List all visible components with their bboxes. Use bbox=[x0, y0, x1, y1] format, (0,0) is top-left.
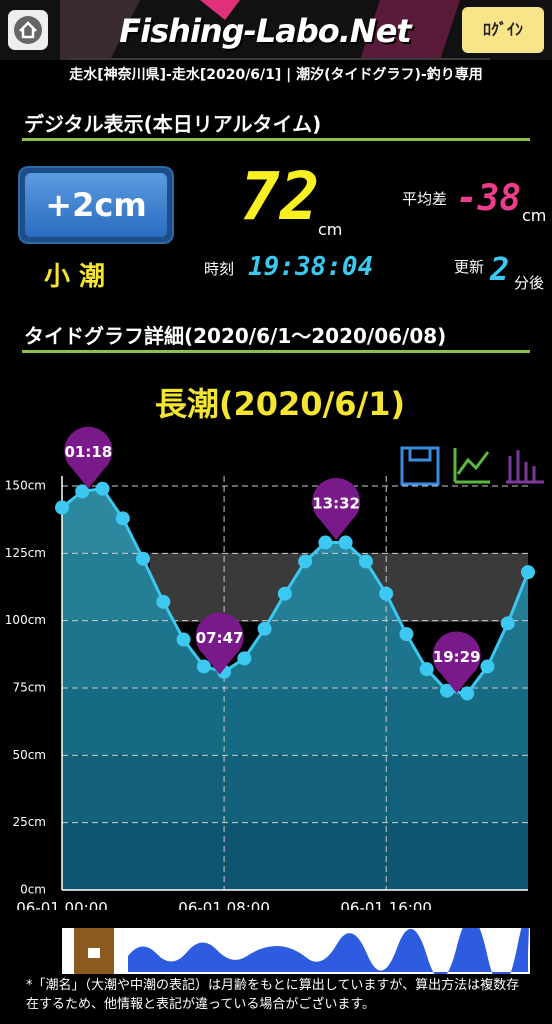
tide-pin-label: 19:29 bbox=[433, 648, 481, 666]
data-point bbox=[358, 554, 373, 569]
tide-chart: 長潮(2020/6/1) 0cm 25cm 50cm 75cm 100cm 125cm 15… bbox=[5, 385, 544, 910]
data-point bbox=[460, 686, 475, 701]
section-heading: タイドグラフ詳細(2020/6/1～2020/06/08) bbox=[24, 324, 447, 348]
y-tick-label: 25cm bbox=[12, 815, 46, 829]
x-tick-label: 06-01 08:00 bbox=[178, 899, 270, 910]
diff-value: +2cm bbox=[25, 173, 167, 237]
data-point bbox=[196, 659, 211, 674]
tide-name: 小 潮 bbox=[44, 262, 106, 292]
data-point bbox=[257, 621, 272, 636]
data-point bbox=[115, 511, 130, 526]
heading-underline bbox=[22, 350, 530, 353]
tide-pin bbox=[195, 612, 244, 675]
chart-title: 長潮(2020/6/1) bbox=[155, 385, 405, 423]
heading-underline bbox=[22, 138, 530, 141]
header-bg bbox=[0, 0, 552, 60]
data-point bbox=[298, 554, 313, 569]
update-label: 更新 bbox=[454, 258, 485, 276]
login-button[interactable]: ﾛｸﾞｲﾝ bbox=[462, 7, 544, 53]
area-band bbox=[62, 688, 528, 756]
range-navigator[interactable] bbox=[62, 928, 530, 974]
avg-diff-value: -38 bbox=[456, 178, 522, 219]
y-tick-label: 150cm bbox=[5, 479, 46, 493]
tide-pin-label: 13:32 bbox=[312, 494, 360, 512]
data-point bbox=[277, 586, 292, 601]
data-point bbox=[439, 683, 454, 698]
tide-pin-label: 01:18 bbox=[64, 443, 112, 461]
y-tick-label: 125cm bbox=[5, 546, 46, 560]
y-tick-label: 50cm bbox=[12, 748, 46, 762]
avg-diff-unit: cm bbox=[522, 206, 547, 225]
x-tick-label: 06-01 16:00 bbox=[340, 899, 432, 910]
data-point bbox=[521, 565, 535, 580]
data-point bbox=[480, 659, 495, 674]
data-point bbox=[75, 484, 90, 499]
data-point bbox=[237, 651, 252, 666]
level-value: 72 bbox=[240, 158, 320, 235]
data-point bbox=[156, 594, 171, 609]
avg-diff-label: 平均差 bbox=[402, 190, 448, 208]
x-tick-label: 06-01 00:00 bbox=[16, 899, 108, 910]
time-label: 時刻 bbox=[204, 260, 235, 278]
chart-icons[interactable] bbox=[400, 446, 544, 486]
tide-pin bbox=[312, 477, 361, 540]
update-unit: 分後 bbox=[514, 274, 545, 292]
site-title: Fishing-Labo.Net bbox=[119, 12, 411, 50]
subtitle: 走水[神奈川県]-走水[2020/6/1] | 潮汐(タイドグラフ)-釣り専用 bbox=[69, 67, 483, 83]
data-point bbox=[338, 535, 353, 550]
data-point bbox=[379, 586, 394, 601]
update-value: 2 bbox=[490, 250, 510, 288]
y-tick-label: 100cm bbox=[5, 613, 46, 627]
data-point bbox=[95, 481, 110, 496]
data-point bbox=[399, 627, 414, 642]
home-icon bbox=[14, 16, 42, 44]
y-tick-label: 0cm bbox=[20, 883, 46, 897]
level-unit: cm bbox=[318, 220, 343, 239]
data-point bbox=[55, 500, 69, 515]
tide-pin-label: 07:47 bbox=[196, 629, 244, 647]
tide-pin bbox=[64, 426, 113, 489]
data-point bbox=[500, 616, 515, 631]
section-heading: デジタル表示(本日リアルタイム) bbox=[24, 112, 322, 136]
data-point bbox=[176, 632, 191, 647]
area-band bbox=[62, 488, 528, 554]
tide-pin bbox=[432, 631, 481, 694]
data-point bbox=[136, 551, 151, 566]
y-tick-label: 75cm bbox=[12, 681, 46, 695]
footnote: *「潮名」（大潮や中潮の表記）は月齢をもとに算出していますが、算出方法は複数存在… bbox=[26, 978, 520, 1012]
data-point bbox=[419, 662, 434, 677]
data-point bbox=[318, 535, 333, 550]
diff-button[interactable]: +2cm bbox=[20, 168, 172, 242]
time-value: 19:38:04 bbox=[248, 252, 374, 282]
area-band bbox=[62, 755, 528, 823]
home-button[interactable] bbox=[8, 10, 48, 50]
area-band bbox=[62, 822, 528, 890]
